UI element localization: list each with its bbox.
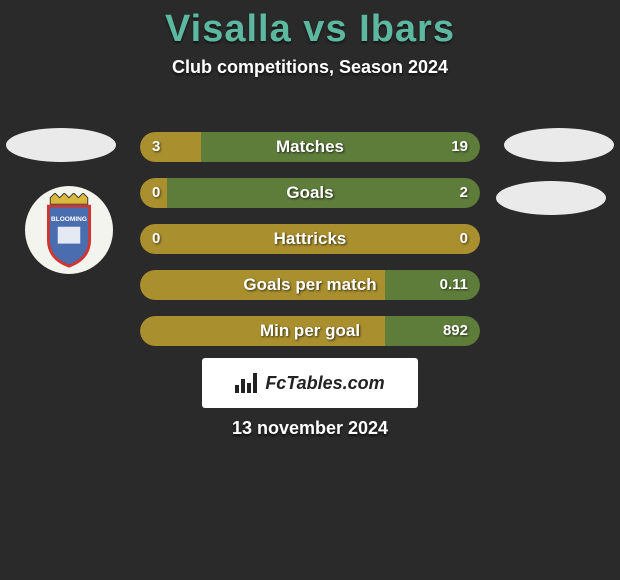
stat-row: 892Min per goal — [140, 316, 480, 346]
player-left-avatar-top — [6, 128, 116, 162]
page-title: Visalla vs Ibars — [0, 8, 620, 51]
stat-label: Min per goal — [140, 316, 480, 346]
watermark-bars-icon — [235, 373, 259, 393]
player-right-avatar-top — [504, 128, 614, 162]
player-right-avatar-club — [496, 181, 606, 215]
page-subtitle: Club competitions, Season 2024 — [0, 57, 620, 78]
watermark: FcTables.com — [202, 358, 418, 408]
stat-row: 319Matches — [140, 132, 480, 162]
stat-label: Matches — [140, 132, 480, 162]
stat-label: Hattricks — [140, 224, 480, 254]
stat-label: Goals per match — [140, 270, 480, 300]
watermark-text: FcTables.com — [265, 373, 384, 394]
club-crest-icon: BLOOMING — [39, 193, 99, 268]
stats-bars: 319Matches 02Goals 00Hattricks 0.11Goals pe… — [140, 132, 480, 362]
footer-date: 13 november 2024 — [0, 418, 620, 439]
stat-row: 00Hattricks — [140, 224, 480, 254]
stat-row: 02Goals — [140, 178, 480, 208]
player-left-avatar-club: BLOOMING — [25, 186, 113, 274]
stat-label: Goals — [140, 178, 480, 208]
stat-row: 0.11Goals per match — [140, 270, 480, 300]
svg-text:BLOOMING: BLOOMING — [51, 216, 87, 223]
